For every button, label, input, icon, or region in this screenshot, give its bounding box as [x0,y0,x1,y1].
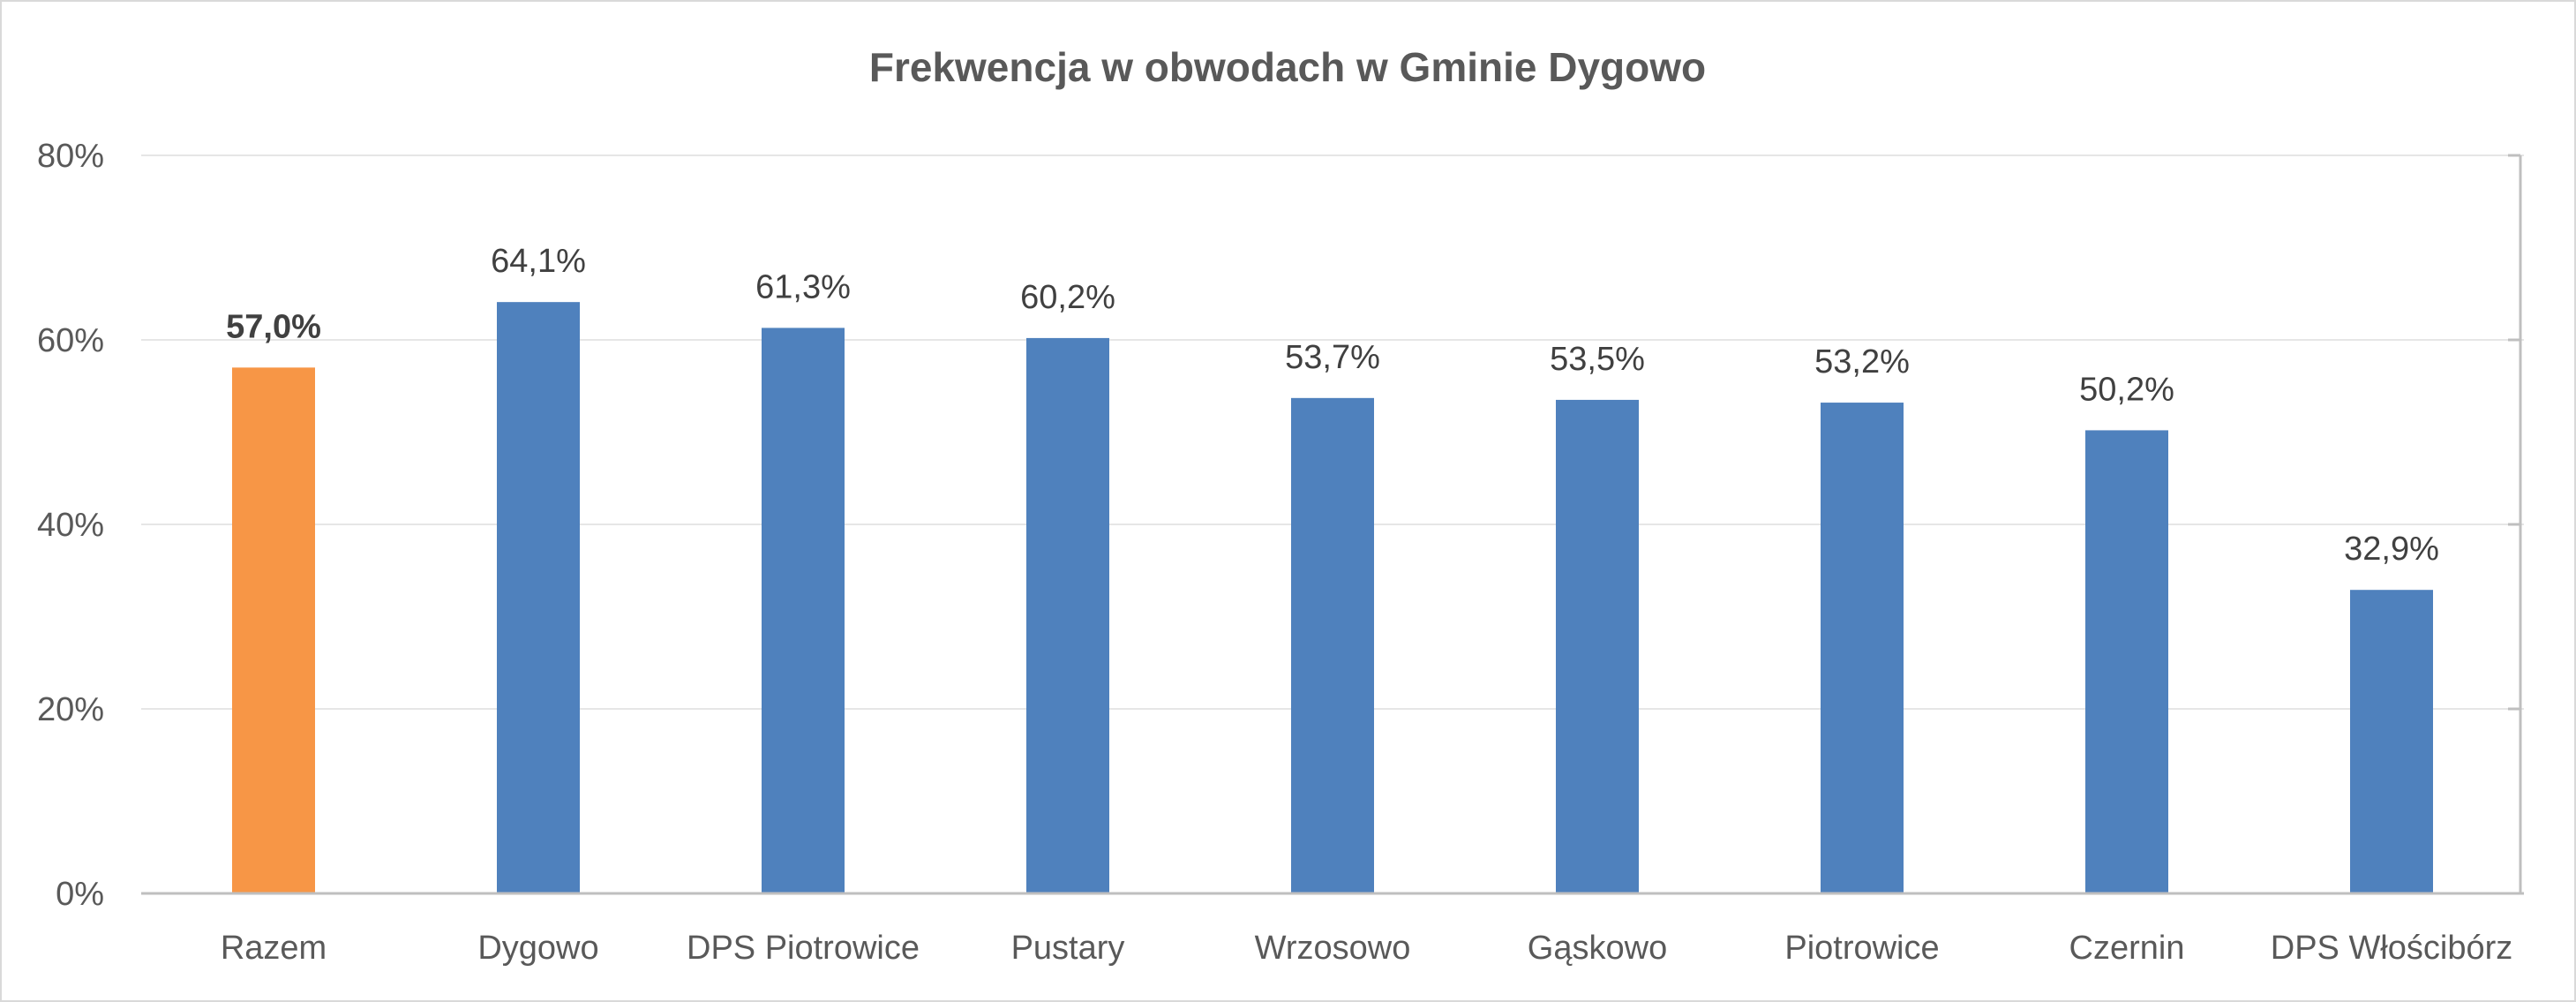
category-label: Gąskowo [1528,930,1667,967]
category-label: Wrzosowo [1255,930,1411,967]
y-tick-label: 60% [37,322,104,359]
data-label: 61,3% [755,268,851,305]
bar-dps-piotrowice [762,328,845,893]
category-label: Razem [221,930,327,967]
chart-title: Frekwencja w obwodach w Gminie Dygowo [869,44,1706,90]
data-label: 50,2% [2079,371,2174,408]
bar-gąskowo [1556,399,1639,893]
bar-piotrowice [1821,403,1904,893]
category-label: DPS Włościbórz [2271,930,2513,967]
data-label: 53,5% [1550,341,1645,378]
category-label: Dygowo [477,930,598,967]
data-labels: 57,0% 64,1% 61,3% 60,2% 53,7% 53,5% 53,2% 50,2%… [226,243,2439,568]
bars [232,302,2433,894]
data-label: 60,2% [1020,279,1115,316]
y-tick-label: 40% [37,507,104,544]
data-label: 64,1% [491,243,586,280]
category-label: Piotrowice [1784,930,1939,967]
category-label: Pustary [1011,930,1125,967]
bar-czernin [2085,430,2168,893]
y-tick-label: 20% [37,691,104,728]
data-label: 53,2% [1814,343,1910,380]
category-label: DPS Piotrowice [687,930,920,967]
x-axis: Razem Dygowo DPS Piotrowice Pustary Wrzosowo… [141,892,2524,967]
data-label: 53,7% [1285,339,1380,376]
y-tick-label: 0% [56,876,104,913]
data-label: 57,0% [226,308,321,345]
bar-dygowo [497,302,580,893]
bar-pustary [1026,337,1109,893]
bar-wrzosowo [1291,397,1374,894]
category-label: Czernin [2069,930,2185,967]
bar-dps-włościbórz [2350,590,2433,893]
y-axis: 0% 20% 40% 60% 80% [37,138,2522,913]
y-tick-label: 80% [37,138,104,175]
bar-razem [232,367,315,894]
data-label: 32,9% [2344,531,2439,568]
